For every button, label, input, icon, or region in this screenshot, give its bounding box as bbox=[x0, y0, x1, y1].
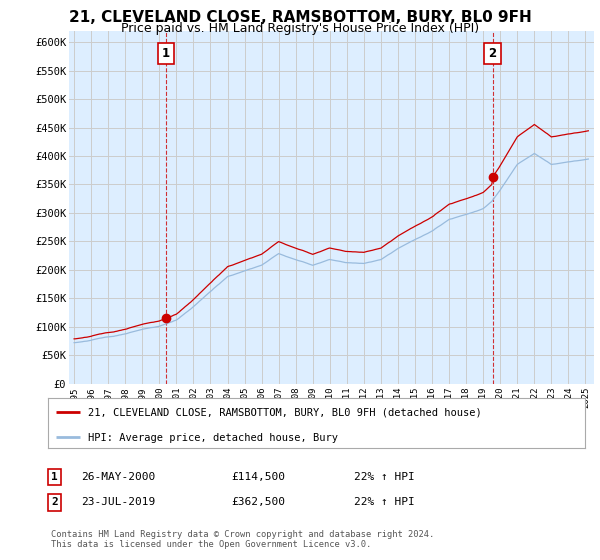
Text: 22% ↑ HPI: 22% ↑ HPI bbox=[354, 497, 415, 507]
Text: 1: 1 bbox=[51, 472, 58, 482]
Text: 22% ↑ HPI: 22% ↑ HPI bbox=[354, 472, 415, 482]
Text: 21, CLEVELAND CLOSE, RAMSBOTTOM, BURY, BL0 9FH: 21, CLEVELAND CLOSE, RAMSBOTTOM, BURY, B… bbox=[68, 10, 532, 25]
Text: 2: 2 bbox=[488, 47, 497, 60]
Text: HPI: Average price, detached house, Bury: HPI: Average price, detached house, Bury bbox=[88, 433, 338, 443]
Text: 1: 1 bbox=[162, 47, 170, 60]
Text: Price paid vs. HM Land Registry's House Price Index (HPI): Price paid vs. HM Land Registry's House … bbox=[121, 22, 479, 35]
Text: £362,500: £362,500 bbox=[231, 497, 285, 507]
Text: Contains HM Land Registry data © Crown copyright and database right 2024.
This d: Contains HM Land Registry data © Crown c… bbox=[51, 530, 434, 549]
Text: 2: 2 bbox=[51, 497, 58, 507]
Text: 21, CLEVELAND CLOSE, RAMSBOTTOM, BURY, BL0 9FH (detached house): 21, CLEVELAND CLOSE, RAMSBOTTOM, BURY, B… bbox=[88, 408, 482, 418]
Text: £114,500: £114,500 bbox=[231, 472, 285, 482]
Text: 23-JUL-2019: 23-JUL-2019 bbox=[81, 497, 155, 507]
Text: 26-MAY-2000: 26-MAY-2000 bbox=[81, 472, 155, 482]
